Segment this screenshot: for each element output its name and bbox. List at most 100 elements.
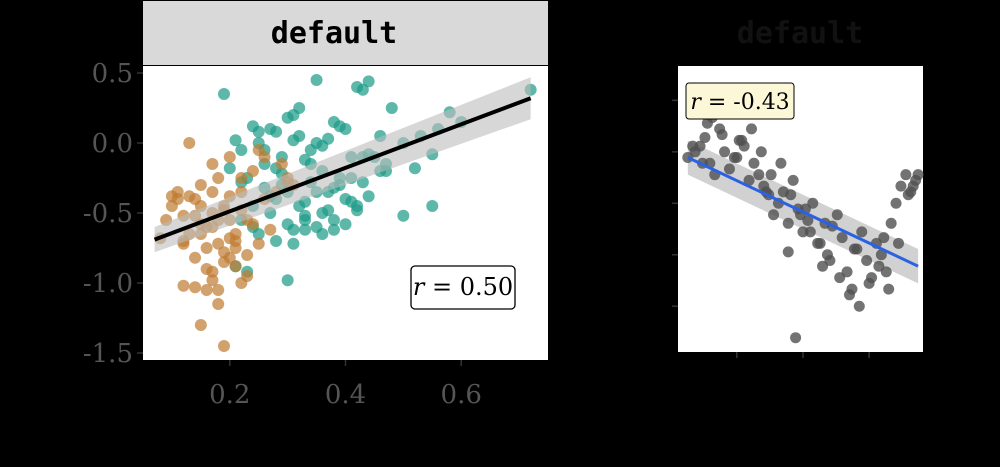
right-correlation-value: = -0.43 bbox=[701, 90, 790, 115]
right-point bbox=[746, 123, 757, 135]
right-point bbox=[890, 197, 902, 209]
left-point-teal bbox=[327, 223, 340, 236]
right-point bbox=[873, 260, 885, 272]
left-point-orange bbox=[200, 242, 213, 254]
left-confidence-ribbon bbox=[154, 77, 531, 253]
left-fit-group bbox=[153, 77, 532, 253]
left-point-orange bbox=[212, 284, 225, 296]
right-point bbox=[731, 152, 743, 164]
left-y-tick-label: 0.0 bbox=[92, 129, 133, 159]
left-point-orange bbox=[264, 223, 277, 236]
left-point-teal bbox=[281, 218, 294, 231]
right-point bbox=[753, 169, 765, 181]
left-point-teal bbox=[293, 200, 306, 212]
left-point-orange bbox=[189, 281, 202, 294]
left-point-orange bbox=[194, 179, 207, 191]
right-regression-line bbox=[687, 156, 919, 268]
right-point bbox=[834, 272, 846, 284]
right-point bbox=[804, 226, 816, 238]
left-point-teal bbox=[310, 74, 323, 86]
right-chart-panel: default r = -0.43 bbox=[672, 16, 924, 358]
left-point-teal bbox=[316, 228, 329, 240]
left-point-orange bbox=[212, 298, 225, 310]
left-y-tick-label: -0.5 bbox=[83, 199, 133, 229]
right-point bbox=[878, 232, 890, 244]
right-point bbox=[861, 254, 873, 266]
left-y-tick-label: 0.5 bbox=[92, 59, 133, 89]
left-point-teal bbox=[362, 190, 375, 203]
left-point-teal bbox=[252, 125, 265, 138]
left-point-orange bbox=[275, 158, 288, 170]
left-correlation-symbol: r bbox=[413, 273, 426, 301]
left-point-teal bbox=[293, 130, 306, 142]
left-x-tick-label: 0.2 bbox=[209, 380, 250, 410]
right-point bbox=[883, 283, 895, 295]
left-point-orange bbox=[223, 151, 236, 163]
left-point-teal bbox=[408, 162, 421, 175]
left-point-orange bbox=[235, 277, 248, 289]
left-y-tick-label: -1.0 bbox=[83, 269, 133, 299]
right-correlation-label: r = -0.43 bbox=[685, 82, 795, 120]
right-point bbox=[782, 246, 794, 258]
right-point bbox=[844, 289, 855, 301]
right-point bbox=[743, 174, 755, 186]
left-point-teal bbox=[351, 204, 364, 217]
left-point-teal bbox=[327, 214, 340, 226]
right-point bbox=[775, 157, 787, 169]
left-x-tick-label: 0.6 bbox=[441, 380, 482, 410]
right-point bbox=[785, 189, 797, 201]
left-correlation-box bbox=[410, 265, 516, 310]
left-point-teal bbox=[385, 102, 398, 114]
left-chart-panel: default 0.5 0.0 -0.5 -1.0 -1.5 0.2 0.4 0.6 r = … bbox=[83, 1, 548, 410]
left-point-orange bbox=[206, 158, 219, 170]
left-correlation-label: r = 0.50 bbox=[410, 265, 516, 310]
right-point bbox=[782, 217, 794, 229]
left-point-teal bbox=[333, 120, 346, 133]
left-point-teal bbox=[339, 218, 352, 231]
left-point-orange bbox=[218, 340, 230, 352]
right-correlation-text: r = -0.43 bbox=[690, 90, 789, 115]
right-point bbox=[790, 332, 802, 344]
right-facet-title: default bbox=[737, 16, 863, 51]
right-point bbox=[765, 169, 777, 181]
left-point-teal bbox=[223, 162, 236, 175]
right-point bbox=[768, 209, 780, 221]
right-point bbox=[824, 254, 836, 266]
left-correlation-value: = 0.50 bbox=[424, 273, 513, 301]
left-point-teal bbox=[299, 214, 311, 226]
left-point-orange bbox=[194, 319, 207, 331]
left-point-orange bbox=[212, 172, 225, 184]
left-point-teal bbox=[316, 139, 329, 152]
right-point bbox=[895, 180, 907, 192]
left-point-orange bbox=[183, 137, 196, 149]
right-point bbox=[893, 237, 904, 249]
right-point bbox=[863, 277, 875, 289]
right-point bbox=[736, 134, 748, 146]
right-point bbox=[848, 243, 860, 255]
left-point-orange bbox=[246, 165, 259, 177]
right-point bbox=[907, 180, 919, 192]
left-point-orange bbox=[165, 190, 178, 203]
left-point-orange bbox=[200, 263, 213, 275]
left-point-teal bbox=[322, 204, 335, 217]
left-point-orange bbox=[177, 279, 190, 292]
left-point-orange bbox=[189, 251, 202, 264]
left-y-tick-label: -1.5 bbox=[83, 339, 133, 369]
left-regression-line bbox=[153, 96, 532, 242]
right-fit-group bbox=[687, 156, 919, 268]
left-point-teal bbox=[299, 223, 311, 236]
left-point-orange bbox=[252, 237, 265, 250]
right-point bbox=[836, 232, 848, 244]
left-x-tick-label: 0.4 bbox=[325, 380, 366, 410]
left-point-teal bbox=[426, 200, 439, 212]
right-point bbox=[716, 129, 728, 141]
right-point bbox=[787, 174, 799, 186]
left-point-orange bbox=[252, 144, 265, 156]
right-points-group bbox=[682, 100, 924, 344]
right-correlation-symbol: r bbox=[690, 90, 702, 115]
left-point-orange bbox=[206, 186, 219, 198]
left-correlation-text: r = 0.50 bbox=[413, 273, 513, 301]
left-facet-strip bbox=[143, 1, 548, 65]
left-point-orange bbox=[235, 172, 248, 184]
